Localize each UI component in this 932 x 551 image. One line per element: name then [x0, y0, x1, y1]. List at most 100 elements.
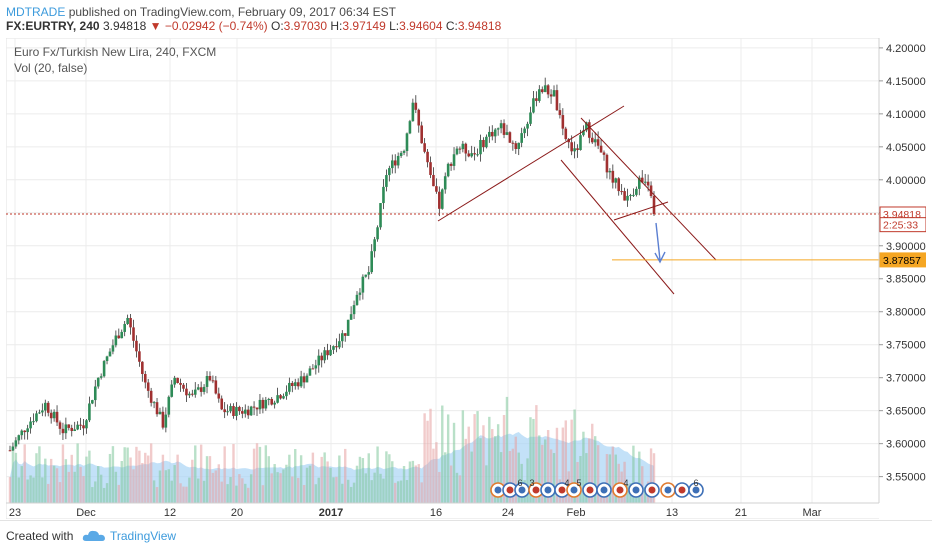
volume-bar [199, 444, 203, 503]
volume-bar [320, 456, 323, 503]
volume-bar [344, 448, 347, 503]
volume-bar [529, 417, 532, 503]
volume-bar [279, 473, 282, 503]
volume-bar [488, 416, 491, 503]
volume-bar [505, 396, 509, 503]
candle-body [332, 346, 335, 350]
candle-body [637, 177, 641, 189]
volume-bar [396, 481, 400, 503]
candle-body [470, 153, 473, 157]
tradingview-cloud-icon [82, 530, 105, 541]
candle-body [282, 396, 285, 399]
price-axis[interactable]: 4.200004.150004.100004.050004.000003.950… [878, 38, 926, 519]
price-tick-label: 4.00000 [886, 175, 926, 187]
volume-bar [632, 445, 635, 503]
volume-bar [97, 466, 100, 503]
candle-body [370, 251, 373, 273]
candle-body [576, 148, 579, 151]
candle-body [176, 377, 179, 383]
candle-body [540, 89, 544, 93]
event-marker-dot [532, 486, 540, 494]
volume-bar [73, 471, 76, 503]
time-tick-label: Mar [803, 507, 822, 519]
event-marker-dot [544, 486, 552, 494]
falling-channel-lower [560, 159, 675, 295]
price-axis-bg [879, 38, 926, 519]
tradingview-link[interactable]: TradingView [110, 529, 177, 543]
candle-body [561, 115, 565, 129]
candle-body [526, 123, 529, 129]
candle-body [305, 375, 309, 383]
volume-bar [214, 470, 218, 503]
candle-body [179, 382, 182, 385]
candle-body [529, 112, 532, 124]
candle-body [73, 429, 76, 432]
price-tick-label: 3.60000 [886, 439, 926, 451]
volume-bar [399, 480, 403, 503]
volume-bar [355, 465, 359, 503]
candle-body [23, 430, 27, 433]
volume-bar [132, 469, 135, 503]
candle-body [52, 411, 56, 419]
candle-body [390, 160, 394, 169]
volume-bar [197, 478, 200, 503]
price-tick-label: 4.05000 [886, 142, 926, 154]
candle-body [620, 191, 623, 193]
volume-bar [202, 480, 206, 503]
candle-body [493, 129, 497, 137]
candle-body [185, 388, 188, 396]
volume-bar [549, 449, 553, 503]
candle-body [117, 335, 121, 339]
volume-bar [211, 472, 215, 503]
time-tick-label: Dec [76, 507, 96, 519]
candle-body [426, 151, 429, 163]
candle-body [149, 390, 153, 403]
volume-bar [423, 413, 426, 503]
volume-bar [61, 444, 65, 503]
event-marker-count: 4 [623, 478, 628, 488]
volume-bar [479, 438, 482, 503]
candle-body [123, 323, 126, 332]
candle-body [82, 425, 85, 429]
volume-bar [638, 451, 641, 503]
volume-bar [502, 414, 506, 503]
candle-body [214, 380, 218, 394]
candle-body [58, 422, 62, 429]
candle-body [220, 398, 224, 410]
candle-body [343, 333, 347, 336]
change-value: ▼ −0.02942 (−0.74%) [149, 19, 268, 33]
event-marker-dot [664, 486, 672, 494]
candle-body [249, 406, 253, 416]
volume-bar [296, 477, 300, 503]
candle-body [588, 122, 591, 138]
candle-body [91, 400, 94, 404]
candle-body [632, 194, 635, 196]
event-marker-dot [570, 486, 578, 494]
candle-body [402, 151, 406, 153]
publish-line: MDTRADE published on TradingView.com, Fe… [6, 5, 396, 19]
candle-body [129, 317, 132, 328]
candle-body [435, 186, 438, 192]
volume-bar [205, 456, 209, 503]
candle-body [158, 411, 162, 415]
candle-body [55, 411, 59, 423]
candle-body [229, 406, 232, 412]
drawings[interactable] [6, 105, 879, 295]
high-label: H: [330, 19, 343, 33]
time-axis[interactable]: 23 Dec 12 20 2017 16 24 Feb 13 21 Mar [6, 502, 879, 519]
candle-body [291, 382, 294, 387]
volume-bar [299, 455, 303, 503]
candle-body [446, 163, 450, 177]
candle-body [99, 376, 103, 378]
candle-body [267, 398, 271, 400]
last-price: 3.94818 [102, 19, 147, 33]
volume-bar [155, 487, 159, 503]
publisher-name[interactable]: MDTRADE [6, 5, 66, 19]
volume-bar [64, 459, 68, 503]
volume-bar [255, 443, 259, 503]
volume-bar [494, 436, 497, 503]
volume-bar [473, 414, 476, 503]
candle-body [270, 398, 274, 405]
